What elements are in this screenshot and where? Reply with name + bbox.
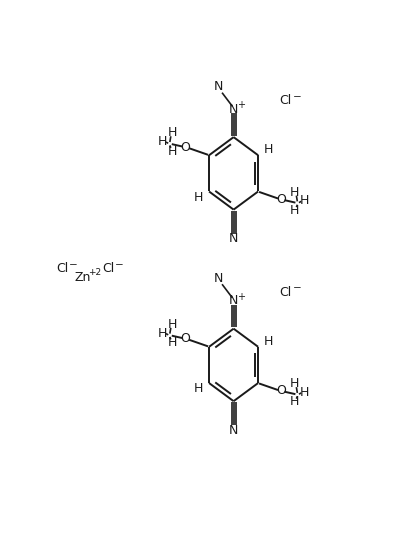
Text: H: H <box>300 194 309 208</box>
Text: −: − <box>293 284 302 293</box>
Text: N: N <box>229 294 239 307</box>
Text: Cl: Cl <box>102 263 114 276</box>
Text: −: − <box>293 91 302 102</box>
Text: H: H <box>158 135 168 148</box>
Text: O: O <box>181 141 190 154</box>
Text: O: O <box>277 384 286 398</box>
Text: −: − <box>115 260 124 270</box>
Text: N: N <box>229 232 238 246</box>
Text: H: H <box>264 334 273 348</box>
Text: +: + <box>237 100 245 110</box>
Text: O: O <box>277 193 286 206</box>
Text: H: H <box>158 327 168 340</box>
Text: H: H <box>290 377 300 391</box>
Text: +: + <box>237 292 245 302</box>
Text: Cl: Cl <box>279 94 291 108</box>
Text: −: − <box>69 260 78 270</box>
Text: Cl: Cl <box>56 263 68 276</box>
Text: H: H <box>264 143 273 156</box>
Text: N: N <box>229 424 238 437</box>
Text: H: H <box>300 386 309 399</box>
Text: H: H <box>168 126 177 140</box>
Text: H: H <box>168 144 177 158</box>
Text: H: H <box>290 204 300 217</box>
Text: Cl: Cl <box>279 286 291 299</box>
Text: +2: +2 <box>88 268 101 277</box>
Text: H: H <box>194 191 203 204</box>
Text: N: N <box>229 103 239 116</box>
Text: N: N <box>214 272 223 285</box>
Text: H: H <box>290 395 300 409</box>
Text: N: N <box>214 80 223 93</box>
Text: O: O <box>181 332 190 346</box>
Text: H: H <box>194 383 203 395</box>
Text: H: H <box>168 318 177 331</box>
Text: H: H <box>168 336 177 349</box>
Text: Zn: Zn <box>74 271 90 284</box>
Text: H: H <box>290 186 300 199</box>
